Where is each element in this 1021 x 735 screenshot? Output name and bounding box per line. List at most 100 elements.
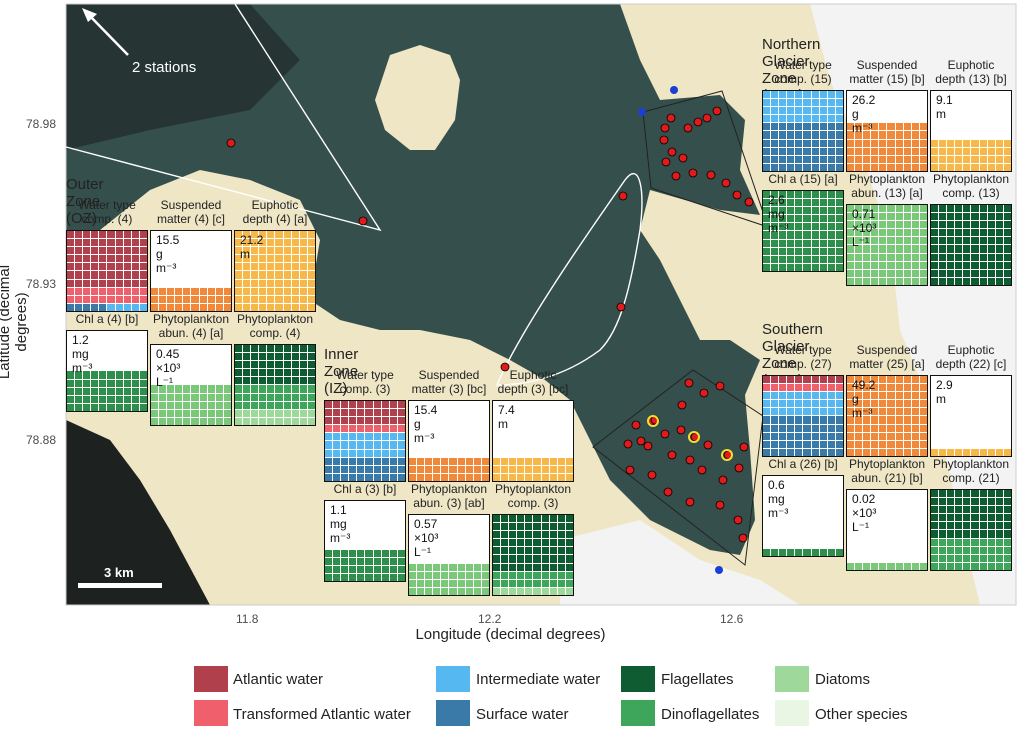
waffle-cell: [533, 547, 541, 555]
waffle-cell: [987, 229, 995, 237]
waffle-cell: [223, 361, 231, 369]
waffle-cell: [871, 514, 879, 522]
waffle-cell: [389, 565, 397, 573]
waffle-cell: [987, 107, 995, 115]
waffle-cell: [199, 239, 207, 247]
waffle-cell: [275, 247, 283, 255]
waffle-cell: [987, 155, 995, 163]
waffle-cell: [779, 440, 787, 448]
waffle-cell: [919, 432, 927, 440]
waffle-cell: [939, 261, 947, 269]
waffle-cell: [373, 573, 381, 581]
waffle-cell: [811, 155, 819, 163]
waffle-cell: [517, 425, 525, 433]
waffle-cell: [987, 205, 995, 213]
waffle-cell: [223, 369, 231, 377]
waffle-cell: [763, 147, 771, 155]
waffle-cell: [183, 263, 191, 271]
waffle-cell: [389, 549, 397, 557]
waffle-cell: [167, 263, 175, 271]
waffle-cell: [863, 115, 871, 123]
legend-key-diatoms: [775, 666, 809, 692]
waffle-cell: [835, 115, 843, 123]
waffle-cell: [939, 221, 947, 229]
waffle-cell: [763, 476, 771, 484]
station-marker: [685, 497, 695, 507]
waffle-cell: [325, 501, 333, 509]
waffle-cell: [325, 457, 333, 465]
waffle-cell: [223, 393, 231, 401]
waffle-cell: [855, 107, 863, 115]
waffle-cell: [963, 408, 971, 416]
waffle-cell: [151, 353, 159, 361]
waffle-cell: [481, 457, 489, 465]
waffle-cell: [251, 345, 259, 353]
waffle-cell: [67, 263, 75, 271]
waffle-cell: [441, 515, 449, 523]
waffle-cell: [919, 269, 927, 277]
waffle-cell: [517, 571, 525, 579]
waffle-cell: [473, 441, 481, 449]
waffle-cell: [811, 408, 819, 416]
waffle-cell: [373, 425, 381, 433]
zone-title: Inner Zone (IZ): [324, 346, 359, 397]
cell-value-susp: 26.2 g m⁻³: [852, 93, 876, 135]
waffle-cell: [779, 508, 787, 516]
waffle-cell: [433, 547, 441, 555]
station-marker: [678, 153, 688, 163]
waffle-cell: [819, 163, 827, 171]
waffle-cell: [457, 563, 465, 571]
waffle-cell: [565, 409, 573, 417]
cell-header-susp: Suspended matter (3) [bc]: [408, 368, 490, 396]
waffle-cell: [979, 448, 987, 456]
waffle-cell: [795, 223, 803, 231]
waffle-cell: [207, 271, 215, 279]
waffle-cell: [871, 562, 879, 570]
waffle-cell: [855, 205, 863, 213]
waffle-cell: [159, 385, 167, 393]
waffle-cell: [887, 155, 895, 163]
waffle-cell: [433, 515, 441, 523]
waffle-cell: [987, 384, 995, 392]
waffle-cell: [389, 541, 397, 549]
waffle-cell: [259, 231, 267, 239]
waffle-cell: [131, 339, 139, 347]
waffle-cell: [83, 395, 91, 403]
waffle-cell: [995, 506, 1003, 514]
waffle-cell: [947, 229, 955, 237]
waffle-cell: [501, 425, 509, 433]
waffle-cell: [1003, 131, 1011, 139]
waffle-cell: [373, 473, 381, 481]
waffle-cell: [191, 353, 199, 361]
waffle-cell: [409, 433, 417, 441]
waffle-cell: [803, 207, 811, 215]
station-marker: [625, 465, 635, 475]
waffle-cell: [911, 277, 919, 285]
waffle-cell: [1003, 522, 1011, 530]
waffle-cell: [887, 546, 895, 554]
waffle-cell: [457, 417, 465, 425]
waffle-cell: [879, 376, 887, 384]
waffle-cell: [955, 99, 963, 107]
waffle-cell: [763, 548, 771, 556]
waffle-cell: [771, 376, 779, 384]
waffle-cell: [963, 546, 971, 554]
waffle-cell: [235, 377, 243, 385]
waffle-cell: [931, 139, 939, 147]
waffle-cell: [99, 263, 107, 271]
waffle-cell: [381, 573, 389, 581]
waffle-cell: [449, 571, 457, 579]
waffle-cell: [771, 191, 779, 199]
waffle-cell: [131, 255, 139, 263]
waffle-cell: [903, 392, 911, 400]
waffle-cell: [139, 239, 147, 247]
waffle-cell: [871, 530, 879, 538]
waffle-cell: [779, 408, 787, 416]
waffle-cell: [847, 163, 855, 171]
waffle-cell: [895, 131, 903, 139]
waffle-cell: [763, 408, 771, 416]
waffle-cell: [903, 91, 911, 99]
waffle-cell: [979, 123, 987, 131]
waffle-cell: [565, 531, 573, 539]
waffle-cell: [433, 465, 441, 473]
